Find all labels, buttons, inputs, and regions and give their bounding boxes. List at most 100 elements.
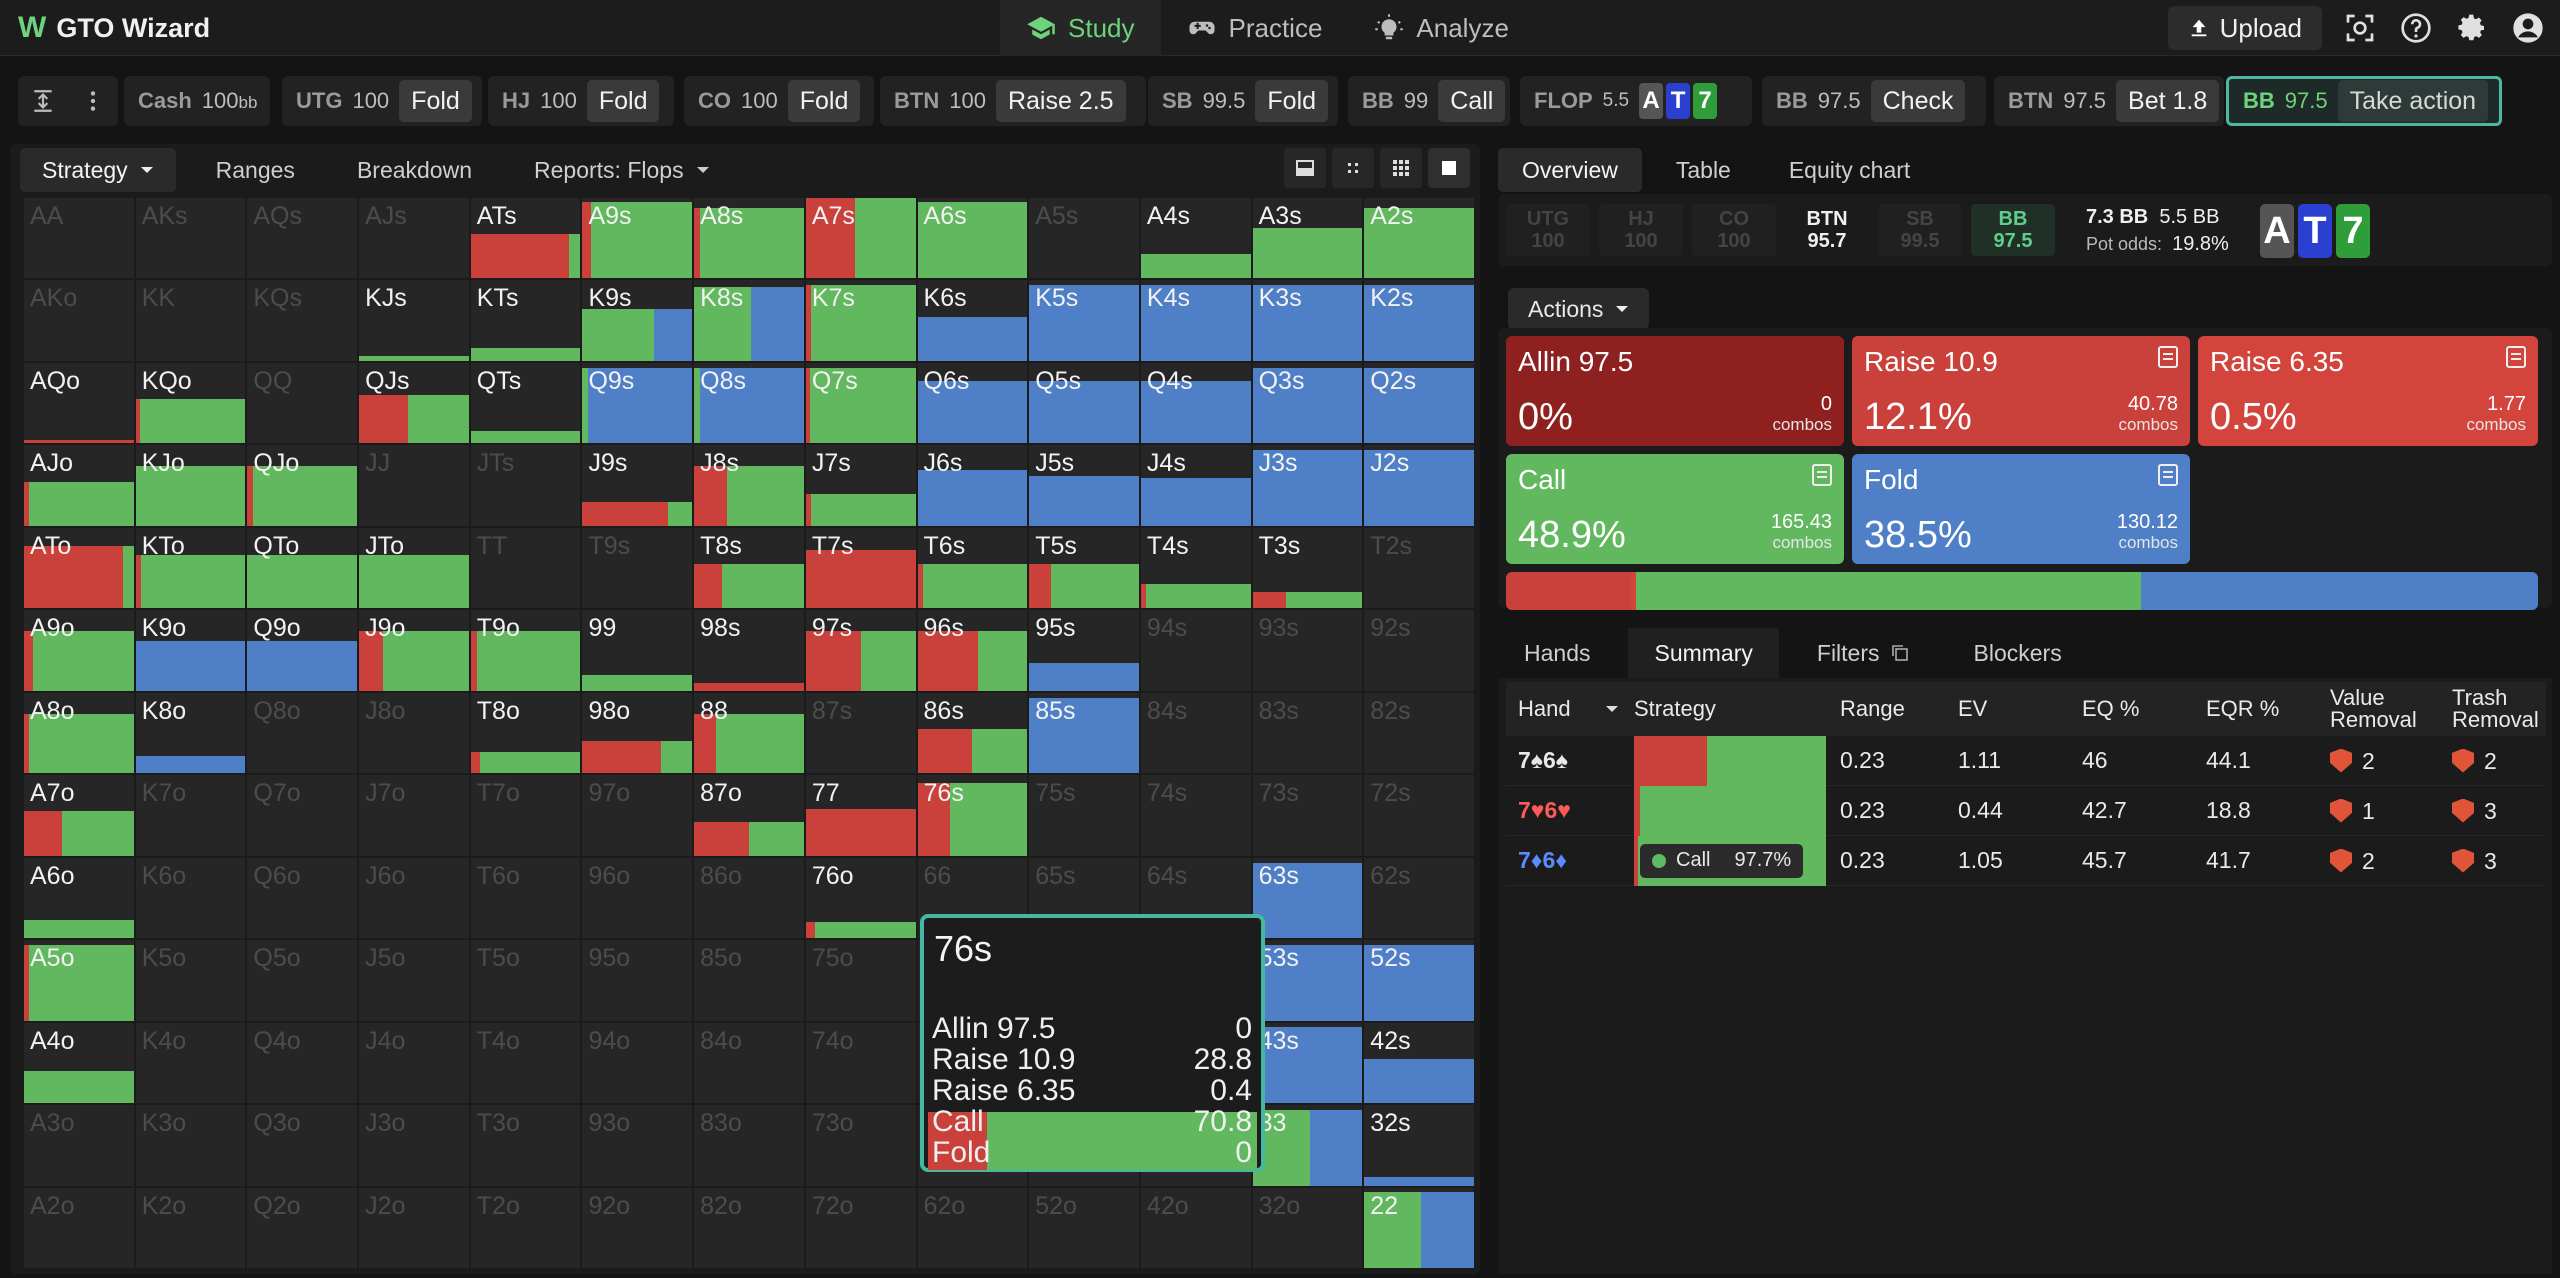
hand-cell-83o[interactable]: 83o — [694, 1105, 804, 1186]
table-row[interactable]: 7♦6♦ Call 97.7% 0.23 1.05 45.7 41.7 2 3 — [1506, 835, 2546, 886]
nav-study[interactable]: Study — [1000, 0, 1161, 56]
hand-cell-AQo[interactable]: AQo — [24, 362, 134, 444]
actions-dropdown[interactable]: Actions — [1508, 288, 1650, 330]
note-icon[interactable] — [2158, 346, 2178, 368]
hand-cell-84s[interactable]: 84s — [1140, 692, 1251, 774]
hand-cell-JTs[interactable]: JTs — [470, 445, 581, 526]
seat-sb[interactable]: SB 99.5 — [1878, 204, 1962, 256]
hand-cell-98o[interactable]: 98o — [582, 692, 693, 774]
chip-action[interactable]: Call — [1438, 80, 1506, 122]
hand-cell-76o[interactable]: 76o — [805, 857, 916, 939]
action-card-fold[interactable]: Fold 38.5% 130.12 combos — [1852, 454, 2190, 564]
hand-cell-Q7s[interactable]: Q7s — [805, 362, 916, 444]
hand-cell-J5o[interactable]: J5o — [359, 940, 469, 1021]
hand-cell-Q8o[interactable]: Q8o — [247, 692, 358, 774]
current-action-chip[interactable]: BB 97.5 Take action — [2226, 76, 2502, 126]
help-button[interactable] — [2398, 10, 2434, 46]
col-range-header[interactable]: Range — [1840, 695, 1905, 721]
hand-cell-99[interactable]: 99 — [582, 610, 693, 691]
hand-cell-A9s[interactable]: A9s — [582, 198, 693, 279]
hand-cell-42s[interactable]: 42s — [1364, 1022, 1474, 1104]
chip-action[interactable]: Fold — [399, 80, 472, 122]
table-row[interactable]: 7♠6♠ 0.23 1.11 46 44.1 2 2 — [1506, 735, 2546, 786]
seat-co[interactable]: CO 100 — [1692, 204, 1776, 256]
hand-cell-72o[interactable]: 72o — [805, 1187, 916, 1268]
seat-hj[interactable]: HJ 100 — [1599, 204, 1683, 256]
hand-cell-94s[interactable]: 94s — [1140, 610, 1251, 691]
hand-cell-32s[interactable]: 32s — [1364, 1105, 1474, 1186]
view-grid-button[interactable] — [1380, 148, 1422, 188]
hand-cell-73s[interactable]: 73s — [1252, 775, 1363, 856]
col-value-removal-header[interactable]: Value Removal — [2330, 684, 2417, 732]
action-chip-btn-flop[interactable]: BTN 97.5 Bet 1.8 — [1994, 76, 2224, 126]
hand-cell-ATo[interactable]: ATo — [24, 527, 134, 609]
hand-cell-T3s[interactable]: T3s — [1252, 527, 1363, 609]
action-card-allin[interactable]: Allin 97.5 0% 0 combos — [1506, 336, 1844, 446]
collapse-vertical-icon[interactable] — [30, 88, 56, 114]
hand-cell-Q5s[interactable]: Q5s — [1029, 362, 1139, 444]
action-chip-sb[interactable]: SB 99.5 Fold — [1148, 76, 1338, 126]
hand-cell-T8s[interactable]: T8s — [694, 527, 804, 609]
hand-cell-K2s[interactable]: K2s — [1364, 280, 1474, 361]
hand-cell-K3o[interactable]: K3o — [135, 1105, 246, 1186]
hand-cell-95s[interactable]: 95s — [1029, 610, 1139, 691]
hand-cell-Q6s[interactable]: Q6s — [917, 362, 1028, 444]
hand-cell-AA[interactable]: AA — [24, 198, 134, 279]
tab-equity-chart[interactable]: Equity chart — [1765, 148, 1934, 192]
tab-breakdown[interactable]: Breakdown — [335, 148, 494, 192]
col-ev-header[interactable]: EV — [1958, 695, 1988, 721]
hand-cell-62s[interactable]: 62s — [1364, 857, 1474, 939]
hand-cell-T2s[interactable]: T2s — [1364, 527, 1474, 609]
chip-action[interactable]: Fold — [787, 80, 861, 122]
view-split-button[interactable] — [1284, 148, 1326, 188]
hand-cell-K4s[interactable]: K4s — [1140, 280, 1251, 361]
hand-cell-Q6o[interactable]: Q6o — [247, 857, 358, 939]
hand-cell-KK[interactable]: KK — [135, 280, 246, 361]
hand-cell-Q3s[interactable]: Q3s — [1252, 362, 1363, 444]
hand-cell-T7o[interactable]: T7o — [470, 775, 581, 856]
tab-table[interactable]: Table — [1652, 148, 1755, 192]
hand-cell-72s[interactable]: 72s — [1364, 775, 1474, 856]
hand-cell-A5o[interactable]: A5o — [24, 940, 134, 1021]
hand-cell-JJ[interactable]: JJ — [359, 445, 469, 526]
action-chip-hj[interactable]: HJ 100 Fold — [488, 76, 674, 126]
chip-action[interactable]: Fold — [586, 80, 660, 122]
action-chip-co[interactable]: CO 100 Fold — [684, 76, 874, 126]
hand-cell-T8o[interactable]: T8o — [470, 692, 581, 774]
hand-cell-74s[interactable]: 74s — [1140, 775, 1251, 856]
hand-cell-98s[interactable]: 98s — [694, 610, 804, 691]
hand-cell-43s[interactable]: 43s — [1252, 1022, 1363, 1104]
action-chip-utg[interactable]: UTG 100 Fold — [282, 76, 482, 126]
tab-filters[interactable]: Filters — [1791, 628, 1936, 678]
hand-cell-Q9s[interactable]: Q9s — [582, 362, 693, 444]
hand-cell-A7o[interactable]: A7o — [24, 775, 134, 856]
hand-cell-J3o[interactable]: J3o — [359, 1105, 469, 1186]
hand-cell-AKs[interactable]: AKs — [135, 198, 246, 279]
upload-button[interactable]: Upload — [2167, 6, 2322, 50]
hand-cell-Q8s[interactable]: Q8s — [694, 362, 804, 444]
hand-cell-KTo[interactable]: KTo — [135, 527, 246, 609]
hand-cell-T5s[interactable]: T5s — [1029, 527, 1139, 609]
view-small-grid-button[interactable] — [1332, 148, 1374, 188]
hand-cell-J6o[interactable]: J6o — [359, 857, 469, 939]
hand-cell-Q7o[interactable]: Q7o — [247, 775, 358, 856]
flop-chip[interactable]: FLOP 5.5 A T 7 — [1520, 76, 1752, 126]
hand-cell-94o[interactable]: 94o — [582, 1022, 693, 1104]
hand-cell-K7s[interactable]: K7s — [805, 280, 916, 361]
hand-cell-88[interactable]: 88 — [694, 692, 804, 774]
hand-cell-J3s[interactable]: J3s — [1252, 445, 1363, 526]
hand-cell-J8o[interactable]: J8o — [359, 692, 469, 774]
col-strategy-header[interactable]: Strategy — [1630, 696, 1830, 722]
hand-cell-A2s[interactable]: A2s — [1364, 198, 1474, 279]
tab-blockers[interactable]: Blockers — [1948, 628, 2088, 678]
hand-cell-T2o[interactable]: T2o — [470, 1187, 581, 1268]
hand-cell-T6o[interactable]: T6o — [470, 857, 581, 939]
hand-cell-AQs[interactable]: AQs — [247, 198, 358, 279]
hand-cell-AJo[interactable]: AJo — [24, 445, 134, 526]
hand-cell-K5s[interactable]: K5s — [1029, 280, 1139, 361]
seat-btn[interactable]: BTN 95.7 — [1785, 204, 1869, 256]
hand-cell-Q4o[interactable]: Q4o — [247, 1022, 358, 1104]
hand-cell-A3s[interactable]: A3s — [1252, 198, 1363, 279]
hand-cell-KJs[interactable]: KJs — [359, 280, 469, 361]
hand-cell-96s[interactable]: 96s — [917, 610, 1028, 691]
